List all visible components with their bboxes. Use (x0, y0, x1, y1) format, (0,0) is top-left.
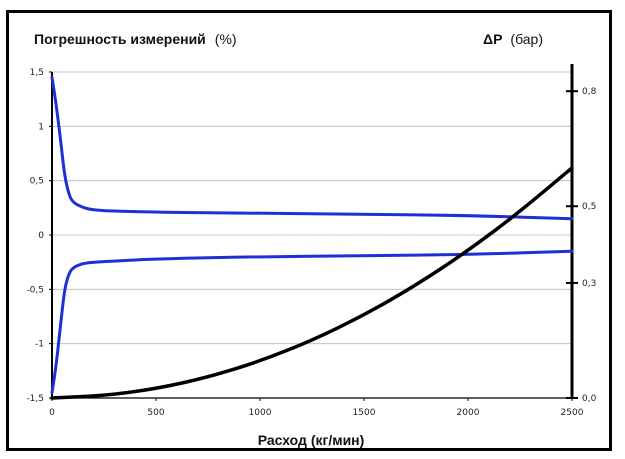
axes (49, 64, 578, 401)
series-lines (50, 75, 574, 400)
grid-lines (52, 71, 572, 399)
right-tick-label-0: 0,8 (582, 87, 597, 97)
tick-labels: 1,5 1 0,5 0 -0,5 -1 -1,5 0,8 0,5 0,3 0,0 0 500 1000 15… (26, 68, 596, 418)
right-tick-label-1: 0,5 (582, 202, 596, 212)
left-tick-label-0: 1,5 (30, 68, 44, 78)
left-tick-label-5: -1 (35, 340, 44, 350)
left-tick-label-2: 0,5 (30, 177, 44, 187)
left-tick-label-3: 0 (38, 231, 44, 241)
x-tick-label-0: 0 (49, 408, 55, 418)
series-line-0 (50, 75, 574, 221)
right-axis-title: ΔP (бар) (483, 31, 543, 48)
left-tick-label-4: -0,5 (26, 285, 44, 295)
x-tick-label-2: 1000 (249, 408, 272, 418)
right-axis-title-symbol: ΔP (483, 31, 502, 47)
x-axis-title: Расход (кг/мин) (258, 432, 365, 448)
series-line-2 (50, 166, 574, 400)
chart-frame (6, 10, 612, 451)
series-line-1 (50, 249, 574, 395)
x-tick-label-3: 1500 (353, 408, 376, 418)
left-axis-title-unit: (%) (215, 31, 237, 47)
x-tick-label-4: 2000 (457, 408, 480, 418)
left-axis-title-text: Погрешность измерений (34, 31, 206, 47)
left-tick-label-6: -1,5 (26, 394, 44, 404)
x-tick-label-5: 2500 (561, 408, 584, 418)
right-tick-label-3: 0,0 (582, 394, 597, 404)
right-tick-label-2: 0,3 (582, 279, 596, 289)
right-axis-title-unit: (бар) (510, 31, 543, 47)
left-tick-label-1: 1 (38, 122, 44, 132)
left-axis-title: Погрешность измерений (%) (34, 31, 237, 48)
x-tick-label-1: 500 (147, 408, 164, 418)
